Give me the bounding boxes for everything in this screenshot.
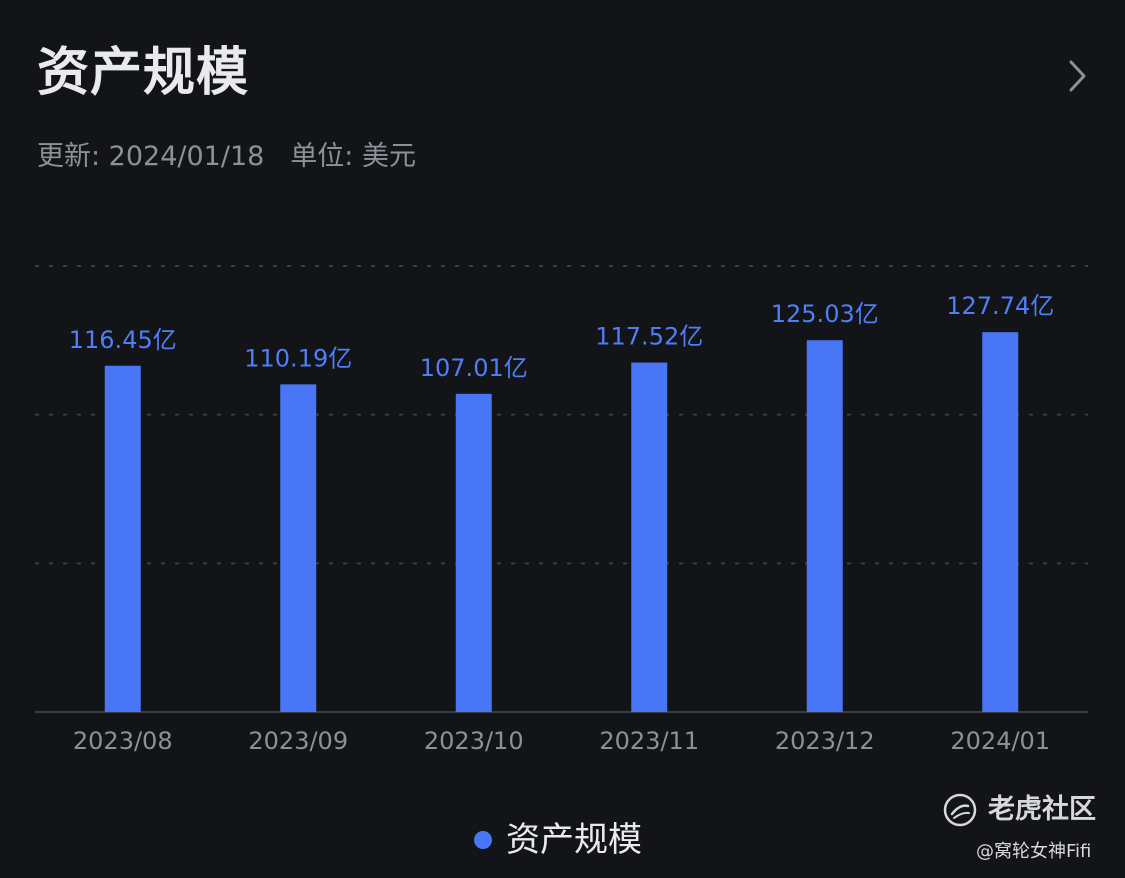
tiger-logo-icon: [942, 792, 978, 828]
chart-meta: 更新: 2024/01/18 单位: 美元: [37, 139, 416, 175]
watermark-brand: 老虎社区: [988, 794, 1096, 825]
x-tick-label: 2023/12: [775, 727, 875, 755]
bar: [280, 384, 317, 712]
bar: [982, 332, 1019, 712]
x-tick-label: 2023/08: [73, 727, 173, 755]
data-label: 117.52亿: [595, 323, 703, 351]
legend-dot-icon: [474, 831, 492, 849]
data-label: 116.45亿: [69, 326, 177, 354]
bar-chart: 116.45亿 2023/08 110.19亿 2023/09 107.01亿 2023/…: [0, 220, 1125, 780]
x-tick-label: 2023/09: [248, 727, 348, 755]
data-label: 127.74亿: [946, 292, 1054, 320]
data-label: 125.03亿: [771, 300, 879, 328]
data-label: 107.01亿: [420, 354, 528, 382]
data-label: 110.19亿: [244, 344, 352, 372]
watermark: 老虎社区 @窝轮女神Fifi: [942, 792, 1110, 872]
unit-label: 单位: 美元: [290, 141, 416, 172]
chart-svg: 116.45亿 2023/08 110.19亿 2023/09 107.01亿 2023/…: [35, 265, 1088, 755]
bar: [806, 340, 843, 712]
x-tick-label: 2023/10: [424, 727, 524, 755]
chevron-right-icon[interactable]: [1062, 58, 1094, 94]
x-tick-label: 2024/01: [950, 727, 1050, 755]
bar: [104, 365, 141, 712]
x-tick-label: 2023/11: [599, 727, 699, 755]
bar: [631, 362, 668, 712]
watermark-user: @窝轮女神Fifi: [976, 841, 1092, 862]
bar: [455, 393, 492, 712]
page-title: 资产规模: [37, 43, 250, 103]
legend-label: 资产规模: [506, 820, 642, 860]
update-date: 更新: 2024/01/18: [37, 141, 265, 172]
chart-legend[interactable]: 资产规模: [474, 818, 642, 862]
